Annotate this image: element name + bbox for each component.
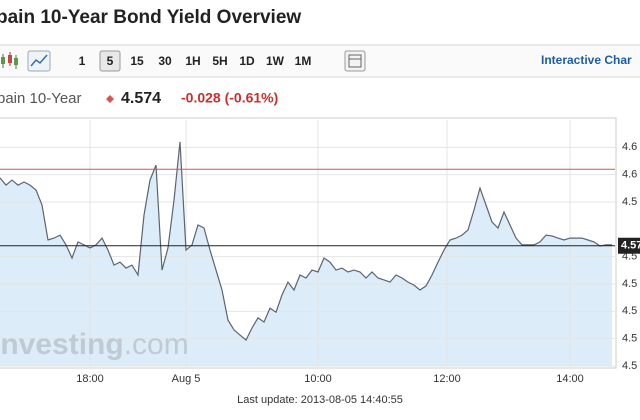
x-tick-label: Aug 5 (172, 373, 201, 385)
interval-button[interactable]: 1 (79, 54, 86, 68)
down-indicator (106, 95, 114, 103)
interactive-chart-link[interactable]: Interactive Char (541, 53, 632, 67)
quote-name: pain 10-Year (0, 90, 82, 107)
candlestick-icon[interactable] (1, 52, 18, 69)
y-tick-label: 4.5 (622, 360, 637, 372)
y-tick-label: 4.5 (622, 278, 637, 290)
chart: Investing.com4.64.64.54.54.54.54.54.518:… (0, 117, 640, 385)
y-tick-label: 4.5 (622, 333, 637, 345)
last-update: Last update: 2013-08-05 14:40:55 (237, 394, 403, 406)
interval-button[interactable]: 15 (130, 54, 144, 68)
area-fill (0, 141, 612, 366)
y-tick-label: 4.5 (622, 305, 637, 317)
interval-button[interactable]: 1D (239, 54, 255, 68)
current-price-label: 4.57 (621, 240, 640, 252)
page-title: pain 10-Year Bond Yield Overview (0, 7, 301, 28)
interval-button[interactable]: 5 (107, 54, 114, 68)
line-chart-icon[interactable] (27, 50, 51, 72)
current-price-box (618, 237, 640, 254)
interval-button[interactable]: 1W (266, 54, 285, 68)
watermark-suffix: .com (124, 328, 189, 361)
watermark: Investing.com (0, 328, 189, 361)
selected-interval-box (99, 50, 121, 72)
interval-button[interactable]: 30 (158, 54, 172, 68)
price-line (0, 141, 612, 341)
x-tick-label: 14:00 (556, 373, 584, 385)
watermark-brand: Investing (0, 328, 124, 361)
interval-button[interactable]: 1H (185, 54, 200, 68)
settings-icon[interactable] (344, 50, 366, 72)
y-tick-label: 4.6 (622, 169, 637, 181)
interval-button[interactable]: 5H (212, 54, 227, 68)
y-tick-label: 4.5 (622, 196, 637, 208)
x-tick-label: 12:00 (433, 373, 461, 385)
quote-price: 4.574 (121, 90, 161, 107)
x-tick-label: 10:00 (304, 373, 332, 385)
x-tick-label: 18:00 (76, 373, 104, 385)
interval-button[interactable]: 1M (295, 54, 312, 68)
y-tick-label: 4.6 (622, 141, 637, 153)
quote-change: -0.028 (-0.61%) (181, 90, 278, 106)
